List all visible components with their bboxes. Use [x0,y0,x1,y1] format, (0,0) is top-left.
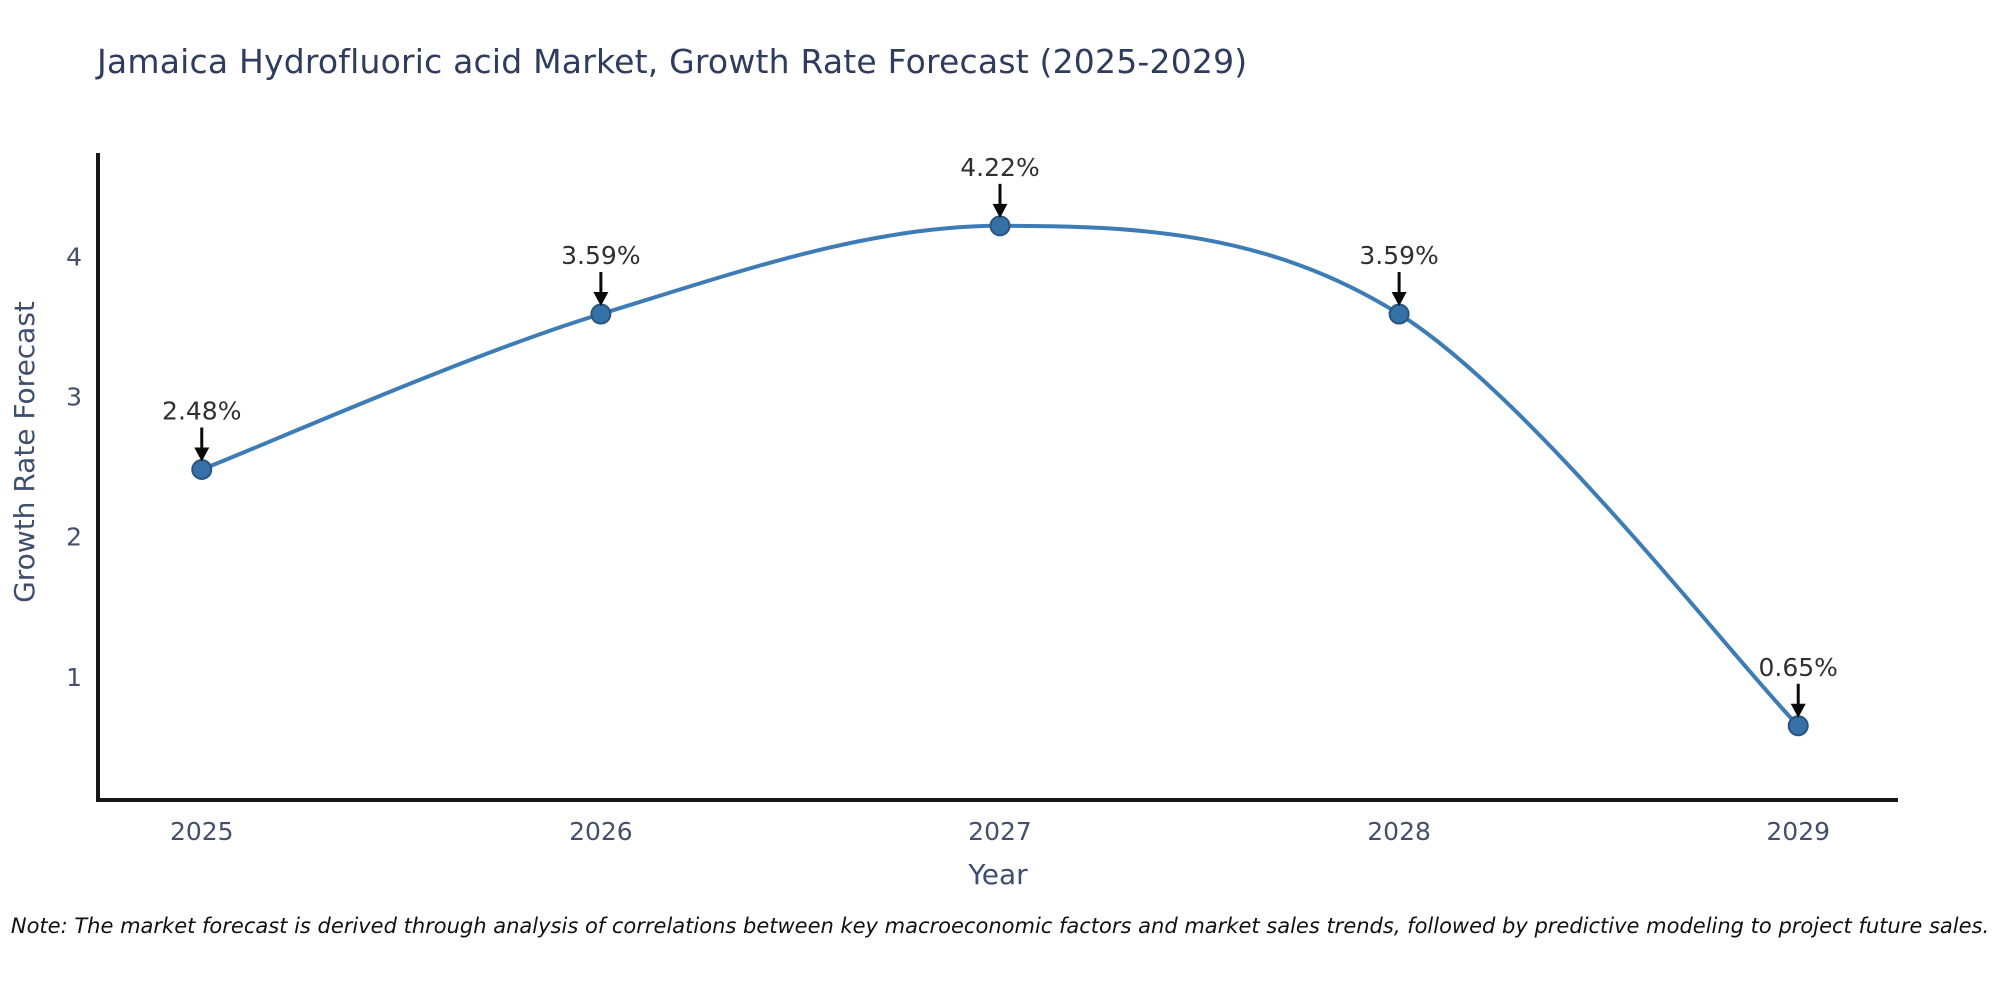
y-tick-label: 1 [66,663,82,692]
annotation-label: 0.65% [1759,653,1838,682]
data-point-marker [1787,715,1809,737]
y-axis-title: Growth Rate Forecast [8,301,41,603]
annotation-arrowhead-icon [1790,703,1806,718]
x-tick-label: 2026 [569,817,633,846]
x-axis-title: Year [967,858,1028,891]
annotation-arrowhead-icon [593,292,609,307]
x-tick-label: 2025 [170,817,234,846]
annotation-arrowhead-icon [992,203,1008,218]
y-tick-label: 3 [66,383,82,412]
y-tick-label: 4 [66,243,82,272]
x-tick-label: 2028 [1367,817,1431,846]
x-tick-label: 2027 [968,817,1032,846]
data-point-marker [1388,303,1410,325]
data-point-marker [191,458,213,480]
annotation-label: 3.59% [1359,241,1438,270]
data-point-marker [989,215,1011,237]
footnote: Note: The market forecast is derived thr… [10,914,1990,938]
chart-title: Jamaica Hydrofluoric acid Market, Growth… [97,42,1248,81]
annotation-label: 2.48% [162,396,241,425]
annotation-label: 4.22% [960,153,1039,182]
y-tick-label: 2 [66,523,82,552]
annotation-arrowhead-icon [1391,292,1407,307]
annotation-arrowhead-icon [194,447,210,462]
forecast-line [199,223,1801,728]
data-point-marker [590,303,612,325]
annotation-label: 3.59% [561,241,640,270]
x-tick-label: 2029 [1766,817,1830,846]
